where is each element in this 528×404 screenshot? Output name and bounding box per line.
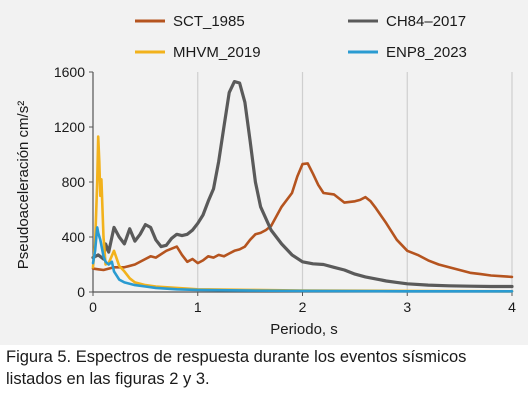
y-tick-label: 1200 (54, 119, 85, 135)
axes: 0 400 800 1200 1600 0 1 2 3 4 (54, 64, 516, 315)
legend-item: MHVM_2019 (135, 44, 261, 61)
y-tick-label: 0 (77, 284, 85, 300)
x-tick-label: 1 (194, 299, 202, 315)
series-line-ch84-2017 (91, 80, 514, 289)
chart: 0 400 800 1200 1600 0 1 2 3 4 SCT_1985 CH84–2017 MH… (15, 13, 516, 338)
legend-item: ENP8_2023 (348, 44, 467, 61)
series-lines (91, 80, 514, 293)
legend-label: SCT_1985 (173, 13, 245, 30)
x-tick-label: 3 (403, 299, 411, 315)
x-tick-label: 2 (299, 299, 307, 315)
x-tick-label: 4 (508, 299, 516, 315)
legend: SCT_1985 CH84–2017 MHVM_2019 ENP8_2023 (135, 13, 467, 61)
figure-caption: Figura 5. Espectros de respuesta durante… (6, 348, 467, 388)
y-tick-label: 400 (62, 229, 86, 245)
legend-label: ENP8_2023 (386, 44, 467, 61)
legend-item: SCT_1985 (135, 13, 245, 30)
legend-item: CH84–2017 (348, 13, 466, 30)
chart-figure: 0 400 800 1200 1600 0 1 2 3 4 SCT_1985 CH84–2017 MH… (0, 0, 528, 345)
legend-label: CH84–2017 (386, 13, 466, 30)
y-tick-label: 1600 (54, 64, 85, 80)
y-tick-label: 800 (62, 174, 86, 190)
x-axis-label: Periodo, s (270, 321, 338, 338)
x-tick-label: 0 (89, 299, 97, 315)
series-line-enp8-2023 (91, 226, 514, 293)
series-line-sct-1985 (91, 162, 514, 279)
gridlines (197, 72, 513, 292)
legend-label: MHVM_2019 (173, 44, 261, 61)
y-axis-label: Pseudoaceleración cm/s² (15, 101, 32, 269)
